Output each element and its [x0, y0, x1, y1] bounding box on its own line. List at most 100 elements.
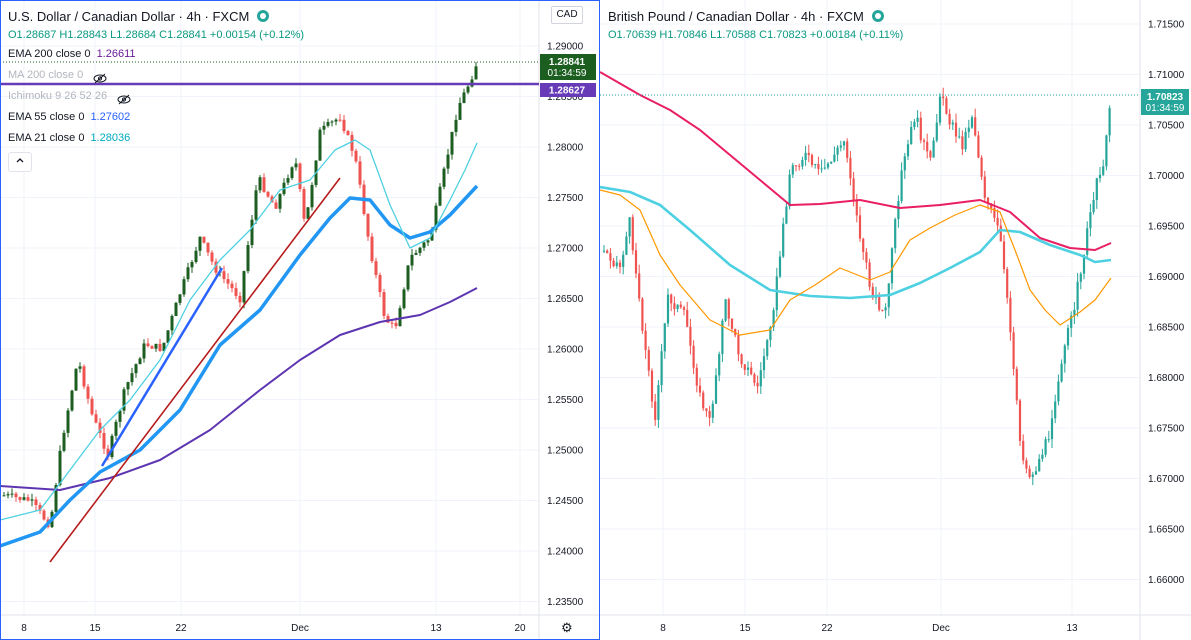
gbpcad-change: +0.00184 (+0.11%) — [809, 29, 904, 41]
candle-body — [666, 294, 670, 324]
indicator-ema200-value: 1.26611 — [96, 48, 136, 60]
candle-body — [54, 485, 58, 512]
gbpcad-legend: British Pound / Canadian Dollar · 4h · F… — [608, 6, 903, 44]
gbpcad-title-row: British Pound / Canadian Dollar · 4h · F… — [608, 6, 903, 26]
candle-body — [791, 165, 794, 175]
usdcad-title-row: U.S. Dollar / Canadian Dollar · 4h · FXC… — [8, 6, 304, 26]
candle-body — [938, 96, 942, 123]
candle-body — [948, 113, 951, 125]
candle-body — [1038, 458, 1041, 472]
market-status-icon[interactable] — [257, 10, 270, 22]
candle-body — [634, 250, 638, 274]
candle-body — [980, 157, 983, 177]
candle-body — [849, 157, 852, 179]
candle-body — [98, 422, 102, 434]
usdcad-symbol-title[interactable]: U.S. Dollar / Canadian Dollar · 4h · FXC… — [8, 8, 250, 24]
candle-body — [30, 499, 34, 501]
market-status-icon[interactable] — [871, 10, 884, 22]
candle-body — [1070, 315, 1073, 329]
candle-body — [929, 151, 932, 158]
candle-body — [743, 364, 746, 370]
candle-body — [1012, 332, 1015, 369]
chart-settings-gear-icon[interactable]: ⚙ — [561, 620, 573, 635]
candle-body — [855, 199, 858, 216]
currency-selector[interactable]: CAD — [551, 6, 583, 24]
candle-body — [682, 307, 686, 310]
usdcad-chart-canvas[interactable]: 1.29000 1.28500 1.28000 1.27500 1.27000 1.265… — [0, 0, 600, 640]
candle-body — [410, 254, 414, 266]
candle-body — [862, 238, 865, 253]
candle-body — [676, 304, 679, 309]
candle-body — [146, 343, 150, 347]
candle-body — [673, 303, 676, 309]
candle-body — [142, 343, 146, 359]
candle-body — [162, 342, 166, 352]
candle-body — [402, 289, 406, 309]
candle-body — [1018, 400, 1022, 441]
usdcad-chart-pane[interactable]: 1.29000 1.28500 1.28000 1.27500 1.27000 1.265… — [0, 0, 600, 640]
candle-body — [26, 497, 30, 501]
indicator-ichimoku[interactable]: Ichimoku 9 26 52 26 — [8, 86, 304, 107]
gbpcad-symbol-title[interactable]: British Pound / Canadian Dollar · 4h · F… — [608, 8, 864, 24]
candle-body — [458, 102, 462, 120]
gbpcad-chart-pane[interactable]: 1.71500 1.71000 1.70500 1.70000 1.69500 1.690… — [600, 0, 1191, 640]
candle-body — [134, 364, 138, 374]
candle-body — [102, 433, 106, 449]
candle-body — [1015, 368, 1018, 401]
candle-body — [130, 373, 134, 383]
price-tick-label: 1.24500 — [547, 496, 584, 507]
candle-body — [170, 315, 174, 331]
candle-body — [871, 286, 874, 298]
candle-body — [900, 170, 903, 202]
candle-body — [466, 86, 470, 93]
candle-body — [22, 497, 26, 500]
candle-body — [926, 141, 929, 152]
candle-body — [250, 219, 254, 246]
candle-body — [354, 150, 358, 162]
time-tick-label: 13 — [1066, 623, 1078, 634]
candle-body — [182, 279, 186, 295]
candle-body — [366, 213, 370, 237]
candle-body — [318, 129, 322, 161]
candle-body — [254, 190, 258, 220]
gbpcad-close: C1.70823 — [759, 29, 807, 41]
candle-body — [1082, 254, 1086, 274]
candle-body — [609, 253, 612, 261]
candle-body — [330, 121, 334, 123]
ema100-line — [600, 185, 1112, 300]
candle-body — [1092, 199, 1095, 213]
candle-body — [186, 267, 190, 280]
time-tick-label: 22 — [175, 623, 187, 634]
usdcad-close: C1.28841 — [159, 29, 207, 41]
gbpcad-open: O1.70639 — [608, 29, 657, 41]
indicator-ma200[interactable]: MA 200 close 0 — [8, 65, 304, 86]
ema200-line — [0, 287, 478, 491]
candle-body — [606, 250, 609, 254]
indicator-ema21[interactable]: EMA 21 close 0 1.28036 — [8, 128, 304, 149]
candle-body — [454, 119, 458, 132]
collapse-legend-button[interactable] — [8, 152, 32, 172]
candle-body — [106, 448, 110, 458]
indicator-ema200[interactable]: EMA 200 close 0 1.26611 — [8, 44, 304, 65]
candle-body — [737, 335, 740, 355]
indicator-ema55[interactable]: EMA 55 close 0 1.27602 — [8, 107, 304, 128]
gbpcad-chart-canvas[interactable]: 1.71500 1.71000 1.70500 1.70000 1.69500 1.690… — [600, 0, 1191, 640]
candle-body — [686, 309, 689, 327]
price-tick-label: 1.28500 — [547, 92, 584, 103]
candle-body — [615, 262, 618, 267]
candle-body — [990, 203, 993, 209]
hidden-eye-icon[interactable] — [93, 71, 107, 83]
hidden-eye-icon[interactable] — [117, 92, 131, 104]
price-tick-label: 1.68000 — [1148, 373, 1185, 384]
price-tick-label: 1.26000 — [547, 345, 584, 356]
candle-body — [836, 147, 839, 155]
candle-body — [1050, 418, 1054, 440]
candle-body — [801, 159, 804, 167]
candle-body — [727, 299, 730, 319]
candle-body — [974, 117, 977, 136]
candle-body — [1060, 363, 1063, 382]
candle-body — [942, 96, 945, 99]
trendline-red — [49, 177, 341, 563]
candle-body — [242, 271, 246, 303]
candle-body — [302, 189, 306, 219]
